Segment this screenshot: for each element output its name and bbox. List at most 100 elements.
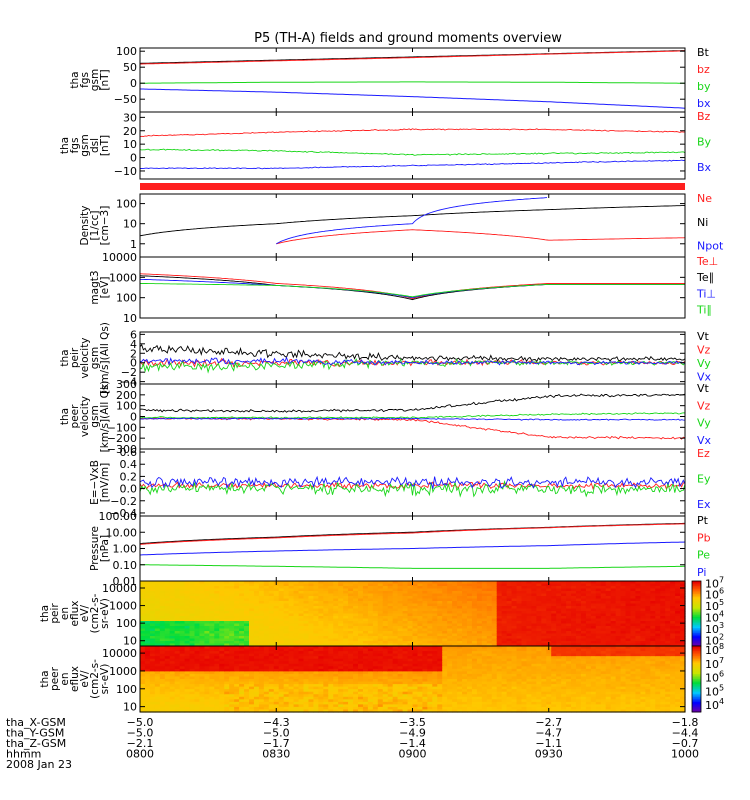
colorbar-tick-label: 107 [705, 656, 724, 671]
data-gap-bar [140, 183, 685, 190]
ephemeris-value: 0800 [126, 748, 154, 761]
legend: Ez Ey Ex [697, 447, 711, 511]
y-tick-label: −200 [107, 432, 137, 445]
ephemeris-value: −1.7 [263, 737, 290, 750]
legend-Pi: Pi [697, 566, 706, 579]
legend-Bz: Bz [697, 110, 711, 123]
y-label-line: dsl [89, 138, 101, 153]
legend-Ti∥: Ti∥ [696, 304, 712, 317]
y-tick-label: 10000 [102, 647, 137, 660]
y-label-line: tha [39, 670, 51, 687]
legend-Bt: Bt [697, 46, 710, 59]
series-Ex-line [139, 475, 686, 489]
y-tick-label: 0.0 [120, 483, 138, 496]
y-tick-label: −50 [114, 93, 137, 106]
ephemeris-value: −4.4 [672, 727, 699, 740]
y-tick-label: 10000 [102, 582, 137, 595]
y-label-line: tha [59, 408, 71, 425]
ephemeris-value: −2.1 [127, 737, 154, 750]
series-Ne-line [276, 229, 686, 245]
y-label-line: tha [69, 71, 81, 88]
legend: Ne Ni Npot [697, 192, 724, 253]
y-tick-label: 30 [123, 111, 137, 124]
y-tick-label: 1 [130, 238, 137, 251]
series-Npot-line [276, 197, 548, 245]
legend-Ex: Ex [697, 498, 711, 511]
y-axis-label: magt3[eV] [89, 270, 111, 304]
series-Ni-line [139, 205, 686, 237]
y-tick-label: 20 [123, 125, 137, 138]
y-tick-label: 0.6 [120, 446, 138, 459]
y-tick-label: 6 [130, 328, 137, 341]
y-tick-label: 10 [123, 635, 137, 648]
ephemeris-row-label: hhmm [6, 748, 41, 761]
y-tick-label: 1000 [109, 665, 137, 678]
y-tick-label: −2 [121, 366, 137, 379]
legend-Vy: Vy [697, 417, 711, 430]
y-tick-label: 10.00 [106, 526, 138, 539]
y-tick-label: 0 [130, 411, 137, 424]
legend-Ti⊥: Ti⊥ [696, 287, 716, 300]
y-label-line: magt3 [89, 270, 101, 304]
y-tick-label: 1000 [109, 600, 137, 613]
series-Ey-line [139, 480, 686, 498]
ephemeris-value: −4.7 [535, 727, 562, 740]
y-label-line: Density [79, 206, 91, 246]
legend-Vz: Vz [697, 344, 711, 357]
colorbar-tick-label: 108 [705, 642, 724, 657]
y-label-line: gsm [89, 405, 101, 427]
legend-Pe: Pe [697, 549, 710, 562]
y-label-line: tha [39, 605, 51, 622]
y-tick-label: 0 [130, 77, 137, 90]
series-Vy-line [139, 412, 686, 419]
y-tick-label: 100.00 [99, 510, 138, 523]
legend-Te∥: Te∥ [696, 271, 714, 284]
y-tick-label: 2 [130, 347, 137, 360]
y-axis-label: E=−VxB[mV/m] [89, 460, 111, 505]
y-tick-label: 200 [116, 389, 137, 402]
y-label-line: [cm−3] [99, 206, 111, 246]
y-label-line: eflux [69, 666, 81, 692]
y-label-line: peir [69, 347, 81, 368]
y-label-line: [1/cc] [89, 211, 101, 241]
legend-By: By [697, 135, 712, 148]
y-label-line: [nT] [99, 69, 111, 90]
ephemeris-value: −5.0 [263, 727, 290, 740]
y-tick-label: 50 [123, 61, 137, 74]
y-tick-label: −0.2 [110, 495, 137, 508]
y-label-line: peer [69, 404, 81, 429]
y-tick-label: 10000 [102, 251, 137, 264]
series-Bx-line [140, 159, 686, 170]
series-Te⊥-line [140, 273, 685, 300]
y-label-line: gsm [89, 347, 101, 369]
ephemeris-value: 0900 [399, 748, 427, 761]
y-tick-label: 0.4 [120, 458, 138, 471]
spectrogram-cells [140, 646, 686, 713]
panel-pressure: PtPbPePi100.0010.001.000.100.01Pressure[… [89, 510, 711, 588]
y-label-line: tha [59, 349, 71, 366]
y-label-line: eV/ [79, 604, 91, 622]
panel-frame [139, 448, 686, 517]
y-tick-label: 300 [116, 378, 137, 391]
legend-Vz: Vz [697, 399, 711, 412]
y-tick-label: −10 [114, 165, 137, 178]
legend-Pt: Pt [697, 514, 709, 527]
y-label-line: sr-eV) [99, 664, 111, 695]
series-Pb-line [139, 523, 686, 545]
y-label-line: [km/s](All Qs) [99, 322, 111, 394]
figure-title: P5 (TH-A) fields and ground moments over… [254, 31, 562, 46]
colorbar-tick-label: 105 [705, 683, 724, 698]
series-group [139, 128, 686, 170]
colorbar-tick-label: 104 [705, 610, 724, 625]
series-Pe-line [140, 564, 685, 569]
y-label-line: en [59, 607, 71, 620]
panel-density: Ne Ni Npot 100 10 1 Density[1/cc][cm−3] [79, 192, 724, 258]
